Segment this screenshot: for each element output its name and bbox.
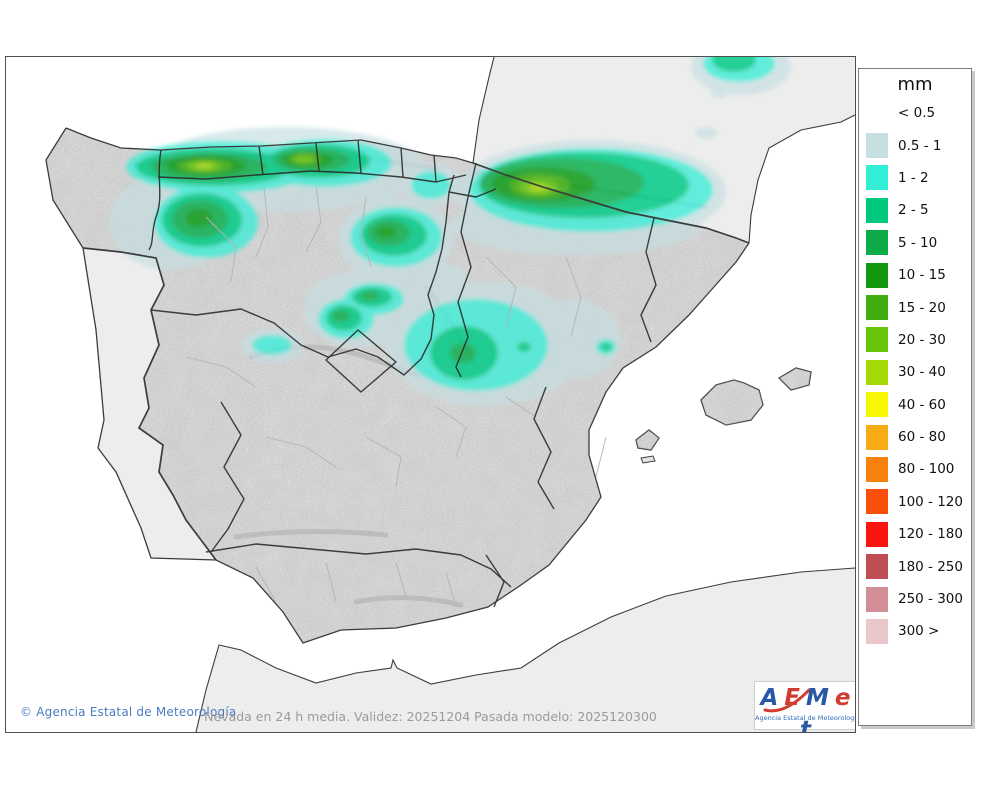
legend-color-swatch	[866, 456, 888, 482]
legend-color-swatch	[866, 359, 888, 385]
legend-panel: mm < 0.5 0.5 - 1 1 - 2 2 - 5	[858, 68, 972, 726]
legend-range-label: < 0.5	[898, 105, 936, 122]
legend-row: 30 - 40	[859, 356, 971, 388]
logo-letter: e	[834, 685, 851, 711]
logo-letter: t	[800, 717, 811, 733]
legend-row: 0.5 - 1	[859, 129, 971, 161]
legend-range-label: 100 - 120	[898, 493, 963, 510]
legend-color-swatch	[866, 230, 888, 256]
legend-row: 100 - 120	[859, 486, 971, 518]
coastlines	[45, 57, 855, 732]
legend-color-swatch	[866, 521, 888, 547]
legend-range-label: 120 - 180	[898, 526, 963, 543]
logo-letter: E	[784, 685, 800, 711]
legend-color-swatch	[866, 295, 888, 321]
legend-range-label: 80 - 100	[898, 461, 955, 478]
legend-range-label: 1 - 2	[898, 169, 929, 186]
legend-rows: < 0.5 0.5 - 1 1 - 2 2 - 5 5 - 10	[859, 97, 971, 648]
legend-range-label: 5 - 10	[898, 234, 938, 251]
logo-letter: M	[806, 685, 829, 711]
legend-color-swatch	[866, 392, 888, 418]
legend-color-swatch	[866, 424, 888, 450]
legend-color-swatch	[866, 554, 888, 580]
logo-arc-icon	[763, 688, 811, 713]
legend-color-swatch	[866, 197, 888, 223]
legend-range-label: 20 - 30	[898, 331, 946, 348]
legend-range-label: 0.5 - 1	[898, 137, 942, 154]
legend-color-swatch	[866, 586, 888, 612]
legend-range-label: 300 >	[898, 623, 940, 640]
copyright-notice: © Agencia Estatal de Meteorología	[20, 705, 237, 719]
legend-row: 250 - 300	[859, 583, 971, 615]
precipitation-layer	[109, 57, 791, 406]
legend-row: 80 - 100	[859, 453, 971, 485]
legend-row: 60 - 80	[859, 421, 971, 453]
iberia-map	[6, 57, 855, 732]
legend-range-label: 40 - 60	[898, 396, 946, 413]
legend-color-swatch	[866, 618, 888, 644]
legend-color-swatch	[866, 327, 888, 353]
aemet-logo: A E M e t Agencia Estatal de Meteorologí…	[754, 681, 856, 732]
province-borders	[185, 186, 607, 608]
legend-row: 120 - 180	[859, 518, 971, 550]
legend-row: 40 - 60	[859, 389, 971, 421]
legend-range-label: 15 - 20	[898, 299, 946, 316]
legend-row: 5 - 10	[859, 227, 971, 259]
legend-row: 20 - 30	[859, 324, 971, 356]
logo-letter: A	[760, 685, 778, 711]
legend-range-label: 30 - 40	[898, 364, 946, 381]
region-borders	[148, 139, 657, 608]
aemet-wordmark: A E M e t	[755, 682, 855, 732]
legend-row: 10 - 15	[859, 259, 971, 291]
legend-range-label: 10 - 15	[898, 267, 946, 284]
legend-range-label: 60 - 80	[898, 429, 946, 446]
legend-color-swatch	[866, 262, 888, 288]
legend-color-swatch	[866, 133, 888, 159]
legend-row: 180 - 250	[859, 550, 971, 582]
map-canvas: © Agencia Estatal de Meteorología Nevada…	[5, 56, 856, 733]
legend-row: 1 - 2	[859, 162, 971, 194]
logo-subtitle: Agencia Estatal de Meteorología	[755, 714, 856, 722]
legend-range-label: 2 - 5	[898, 202, 929, 219]
spain-france-border	[472, 162, 750, 244]
legend-range-label: 250 - 300	[898, 591, 963, 608]
legend-range-label: 180 - 250	[898, 558, 963, 575]
spain-portugal-border	[82, 247, 217, 561]
legend-row: 15 - 20	[859, 291, 971, 323]
legend-row: 300 >	[859, 615, 971, 647]
legend-color-swatch	[866, 101, 888, 126]
africa-landmass	[196, 568, 855, 732]
legend-color-swatch	[866, 165, 888, 191]
legend-title: mm	[897, 74, 933, 95]
legend-color-swatch	[866, 489, 888, 515]
legend-row: < 0.5	[859, 97, 971, 129]
legend-row: 2 - 5	[859, 194, 971, 226]
map-caption: Nevada en 24 h media. Validez: 20251204 …	[204, 709, 657, 724]
